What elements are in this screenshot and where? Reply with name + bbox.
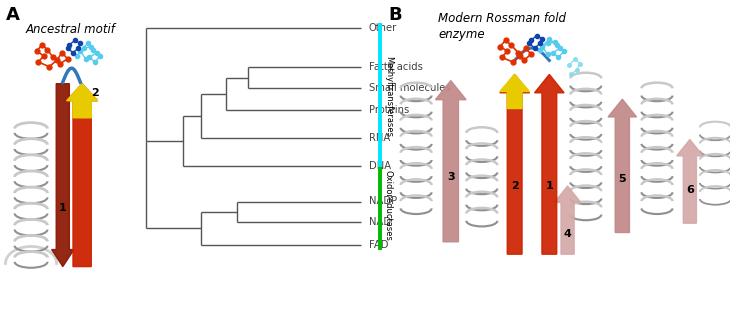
Text: B: B — [389, 6, 402, 24]
Polygon shape — [66, 84, 98, 267]
Polygon shape — [500, 74, 529, 254]
Text: RNA: RNA — [369, 133, 390, 143]
Text: A: A — [6, 6, 20, 24]
Text: 6: 6 — [686, 185, 693, 195]
Text: Other: Other — [369, 23, 397, 33]
Polygon shape — [608, 99, 637, 232]
Text: Methyltransferases: Methyltransferases — [384, 56, 393, 137]
Text: Modern Rossman fold
enzyme: Modern Rossman fold enzyme — [438, 12, 566, 42]
Polygon shape — [435, 81, 466, 242]
Polygon shape — [534, 74, 564, 254]
Text: 1: 1 — [545, 181, 553, 191]
Text: 3: 3 — [447, 172, 455, 182]
Text: Proteins: Proteins — [369, 105, 409, 115]
Text: DNA: DNA — [369, 161, 391, 171]
Text: Oxidoreductases: Oxidoreductases — [384, 170, 393, 241]
Text: NAD: NAD — [369, 217, 391, 227]
Text: 2: 2 — [511, 181, 518, 191]
Text: NADP: NADP — [369, 197, 397, 206]
Text: 2: 2 — [91, 88, 99, 98]
Polygon shape — [500, 74, 529, 108]
Text: Small molecules: Small molecules — [369, 83, 450, 93]
Polygon shape — [52, 84, 74, 267]
Text: Fatty acids: Fatty acids — [369, 62, 423, 72]
Text: FAD: FAD — [369, 240, 388, 250]
Polygon shape — [555, 186, 581, 254]
Text: 1: 1 — [59, 202, 66, 213]
Text: 5: 5 — [618, 174, 626, 184]
Text: 4: 4 — [564, 229, 572, 239]
Polygon shape — [677, 140, 703, 223]
Polygon shape — [66, 84, 98, 118]
Text: Ancestral motif: Ancestral motif — [26, 23, 115, 36]
